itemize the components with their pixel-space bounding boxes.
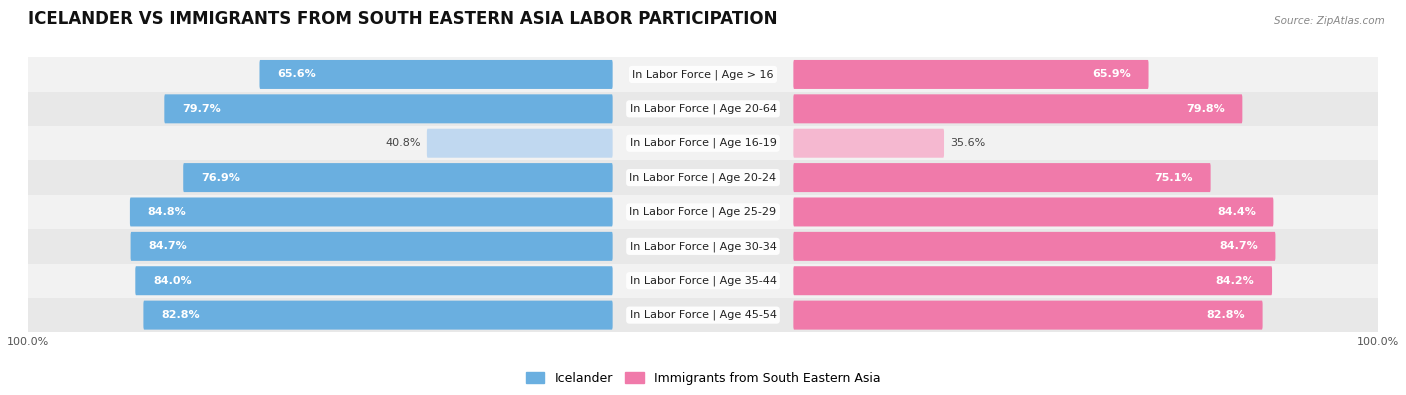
FancyBboxPatch shape xyxy=(143,301,613,329)
Text: In Labor Force | Age 20-24: In Labor Force | Age 20-24 xyxy=(630,172,776,183)
Text: 65.9%: 65.9% xyxy=(1092,70,1130,79)
Text: 75.1%: 75.1% xyxy=(1154,173,1194,182)
Bar xyxy=(28,160,1378,195)
FancyBboxPatch shape xyxy=(165,94,613,123)
Text: Source: ZipAtlas.com: Source: ZipAtlas.com xyxy=(1274,16,1385,26)
FancyBboxPatch shape xyxy=(793,163,1211,192)
Bar xyxy=(28,229,1378,263)
FancyBboxPatch shape xyxy=(793,94,1243,123)
Text: In Labor Force | Age 45-54: In Labor Force | Age 45-54 xyxy=(630,310,776,320)
Bar xyxy=(28,92,1378,126)
Text: 84.2%: 84.2% xyxy=(1216,276,1254,286)
FancyBboxPatch shape xyxy=(260,60,613,89)
Text: ICELANDER VS IMMIGRANTS FROM SOUTH EASTERN ASIA LABOR PARTICIPATION: ICELANDER VS IMMIGRANTS FROM SOUTH EASTE… xyxy=(28,10,778,28)
Text: 84.7%: 84.7% xyxy=(148,241,187,251)
FancyBboxPatch shape xyxy=(427,129,613,158)
Text: 84.0%: 84.0% xyxy=(153,276,191,286)
FancyBboxPatch shape xyxy=(793,60,1149,89)
FancyBboxPatch shape xyxy=(793,198,1274,226)
Bar xyxy=(28,126,1378,160)
Text: 82.8%: 82.8% xyxy=(162,310,200,320)
Text: 79.8%: 79.8% xyxy=(1187,104,1225,114)
FancyBboxPatch shape xyxy=(183,163,613,192)
Text: 84.7%: 84.7% xyxy=(1219,241,1258,251)
Bar xyxy=(28,298,1378,332)
Text: 84.4%: 84.4% xyxy=(1218,207,1256,217)
Text: In Labor Force | Age 25-29: In Labor Force | Age 25-29 xyxy=(630,207,776,217)
Legend: Icelander, Immigrants from South Eastern Asia: Icelander, Immigrants from South Eastern… xyxy=(526,372,880,385)
Text: 65.6%: 65.6% xyxy=(277,70,316,79)
Text: 76.9%: 76.9% xyxy=(201,173,240,182)
Bar xyxy=(28,263,1378,298)
FancyBboxPatch shape xyxy=(793,301,1263,329)
Text: In Labor Force | Age 35-44: In Labor Force | Age 35-44 xyxy=(630,275,776,286)
Text: In Labor Force | Age 20-64: In Labor Force | Age 20-64 xyxy=(630,103,776,114)
Text: In Labor Force | Age > 16: In Labor Force | Age > 16 xyxy=(633,69,773,80)
Bar xyxy=(28,195,1378,229)
Text: 82.8%: 82.8% xyxy=(1206,310,1244,320)
Text: 35.6%: 35.6% xyxy=(950,138,986,148)
Text: In Labor Force | Age 30-34: In Labor Force | Age 30-34 xyxy=(630,241,776,252)
FancyBboxPatch shape xyxy=(129,198,613,226)
Text: 84.8%: 84.8% xyxy=(148,207,186,217)
FancyBboxPatch shape xyxy=(131,232,613,261)
FancyBboxPatch shape xyxy=(135,266,613,295)
FancyBboxPatch shape xyxy=(793,129,943,158)
Text: 79.7%: 79.7% xyxy=(181,104,221,114)
Text: 40.8%: 40.8% xyxy=(385,138,420,148)
FancyBboxPatch shape xyxy=(793,232,1275,261)
Bar xyxy=(28,57,1378,92)
Text: In Labor Force | Age 16-19: In Labor Force | Age 16-19 xyxy=(630,138,776,149)
FancyBboxPatch shape xyxy=(793,266,1272,295)
